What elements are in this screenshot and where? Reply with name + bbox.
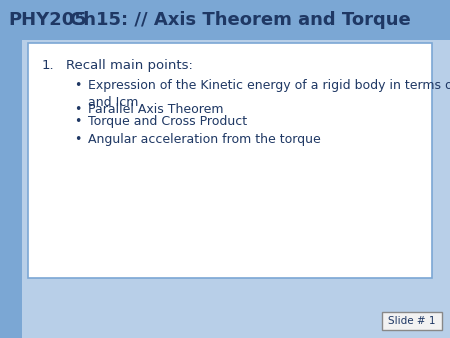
FancyBboxPatch shape xyxy=(0,40,22,338)
Text: PHY205: PHY205 xyxy=(8,11,87,29)
FancyBboxPatch shape xyxy=(22,278,450,338)
Text: •: • xyxy=(74,115,81,128)
Text: •: • xyxy=(74,133,81,146)
Text: Angular acceleration from the torque: Angular acceleration from the torque xyxy=(88,133,321,146)
Text: 1.: 1. xyxy=(42,59,54,72)
Text: Expression of the Kinetic energy of a rigid body in terms of Kcm
and Icm: Expression of the Kinetic energy of a ri… xyxy=(88,79,450,108)
Text: Ch15: // Axis Theorem and Torque: Ch15: // Axis Theorem and Torque xyxy=(70,11,410,29)
FancyBboxPatch shape xyxy=(28,43,432,278)
FancyBboxPatch shape xyxy=(0,0,450,40)
Text: Slide # 1: Slide # 1 xyxy=(388,316,436,326)
Text: Recall main points:: Recall main points: xyxy=(66,59,193,72)
FancyBboxPatch shape xyxy=(382,312,442,330)
Text: •: • xyxy=(74,103,81,116)
Text: Parallel Axis Theorem: Parallel Axis Theorem xyxy=(88,103,224,116)
Text: Torque and Cross Product: Torque and Cross Product xyxy=(88,115,247,128)
Text: •: • xyxy=(74,79,81,92)
